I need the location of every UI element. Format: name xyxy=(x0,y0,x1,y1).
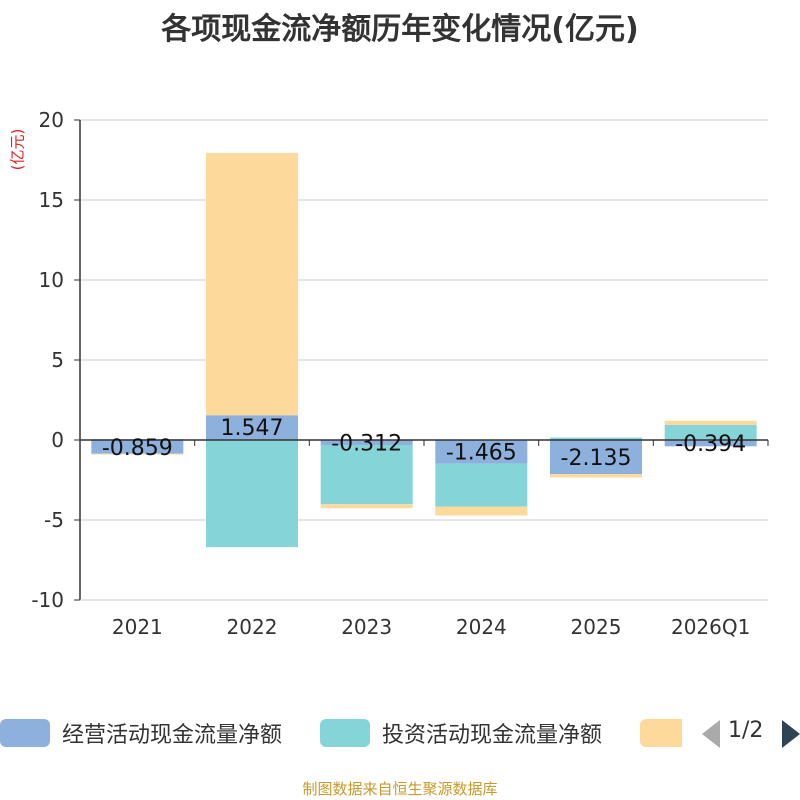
bar-operating-2022 xyxy=(206,415,298,440)
x-tick-label: 2022 xyxy=(227,615,278,639)
x-tick-label: 2024 xyxy=(456,615,507,639)
source-note: 制图数据来自恒生聚源数据库 xyxy=(302,780,498,798)
y-tick-label: 5 xyxy=(51,348,64,372)
x-tick-label: 2023 xyxy=(341,615,392,639)
bar-operating-2023 xyxy=(320,440,413,445)
legend-next-page-icon[interactable] xyxy=(782,720,800,748)
legend-label-operating: 经营活动现金流量净额 xyxy=(62,723,283,748)
data-label: -0.394 xyxy=(675,432,746,457)
y-tick-label: -10 xyxy=(31,588,64,612)
bar-operating-2024 xyxy=(435,440,528,464)
legend-item-financing[interactable] xyxy=(640,718,682,748)
y-tick-label: 20 xyxy=(39,108,64,132)
legend-item-investing[interactable]: 投资活动现金流量净额 xyxy=(320,718,602,748)
bar-investing-2023 xyxy=(320,444,413,505)
legend-prev-page-icon[interactable] xyxy=(702,720,720,748)
data-labels: -0.859 1.547 -0.312 -1.465 -2.135 -0.394 xyxy=(102,416,746,471)
bar-investing-2026Q1 xyxy=(664,424,757,440)
data-label: 1.547 xyxy=(221,416,284,441)
bar-financing-2024 xyxy=(435,506,528,516)
y-tick-label: -5 xyxy=(44,508,64,532)
bar-financing-2026Q1 xyxy=(664,420,757,425)
chart-title: 各项现金流净额历年变化情况(亿元) xyxy=(161,12,639,47)
legend-swatch-financing xyxy=(640,719,682,747)
grid-lines xyxy=(80,119,768,601)
legend-swatch-operating xyxy=(0,719,50,747)
legend: 经营活动现金流量净额 投资活动现金流量净额 1/2 xyxy=(0,712,800,756)
bar-investing-2024 xyxy=(435,463,528,507)
y-tick-label: 15 xyxy=(39,188,64,212)
legend-page-indicator: 1/2 xyxy=(728,718,764,743)
x-tick-label: 2025 xyxy=(571,615,622,639)
data-label: -1.465 xyxy=(446,441,517,466)
bar-financing-2023 xyxy=(320,504,413,509)
data-label: -0.312 xyxy=(331,431,402,456)
bar-investing-2025 xyxy=(550,437,642,440)
y-tick-label: 0 xyxy=(51,428,64,452)
bar-series xyxy=(91,152,757,548)
bar-investing-2022 xyxy=(206,440,298,548)
bar-operating-2026Q1 xyxy=(664,440,757,447)
x-tick-label: 2026Q1 xyxy=(671,615,750,639)
data-label: -2.135 xyxy=(561,446,632,471)
bar-financing-2022 xyxy=(206,152,298,416)
legend-swatch-investing xyxy=(320,719,370,747)
legend-label-investing: 投资活动现金流量净额 xyxy=(382,723,603,748)
data-label: -0.859 xyxy=(102,436,173,461)
bar-financing-2025 xyxy=(550,474,642,478)
x-tick-label: 2021 xyxy=(112,615,163,639)
y-tick-label: 10 xyxy=(39,268,64,292)
bar-financing-2021 xyxy=(91,453,184,455)
axes: -10 -5 0 5 10 15 20 2021 2022 2023 2024 2025 2026Q1 xyxy=(31,108,769,639)
bar-operating-2025 xyxy=(550,440,642,475)
bar-operating-2021 xyxy=(91,440,184,454)
legend-item-operating[interactable]: 经营活动现金流量净额 xyxy=(0,718,282,748)
